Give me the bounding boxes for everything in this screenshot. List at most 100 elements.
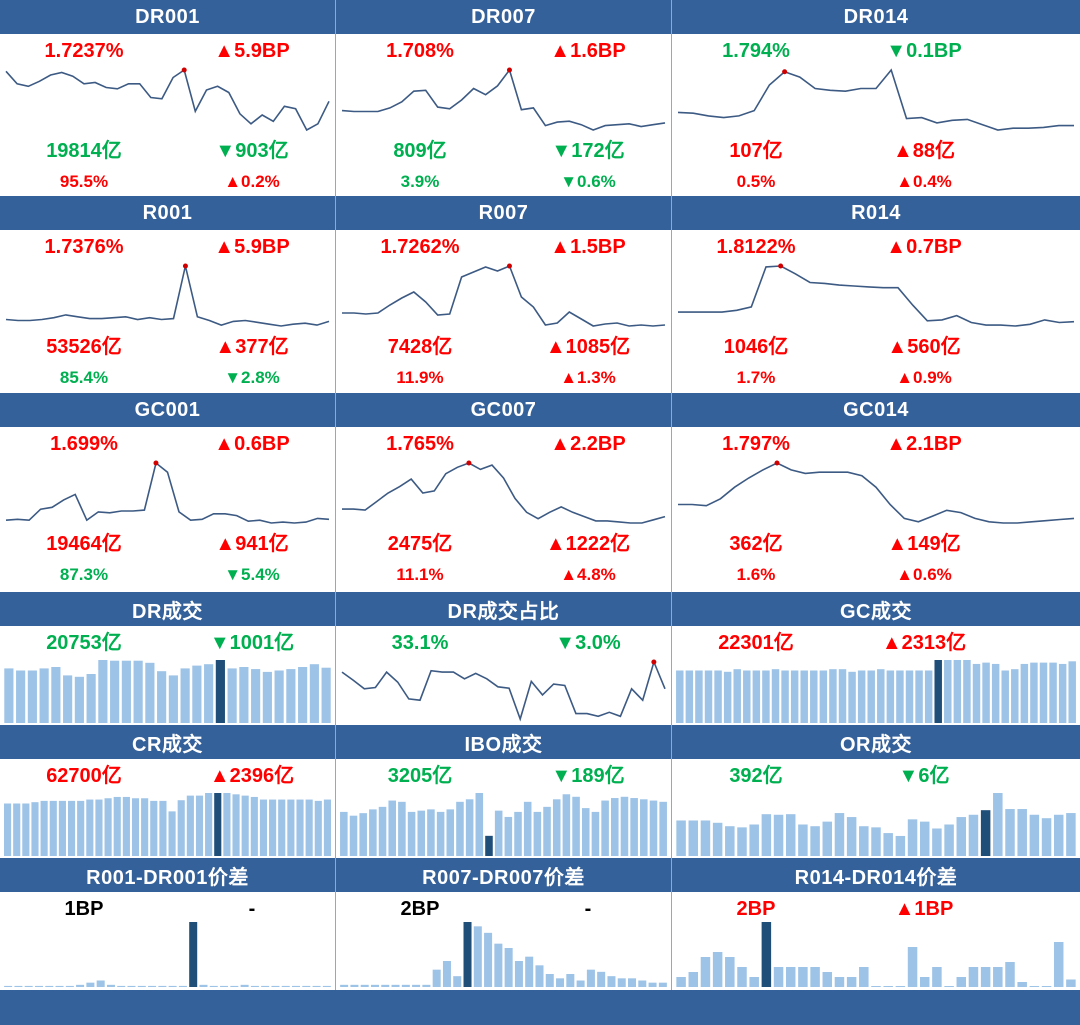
rate-value: 1.7376% [44, 236, 124, 258]
panel-dr014: DR014 1.794% ▼0.1BP 107亿 ▲88亿 0.5% ▲0.4% [672, 0, 1080, 196]
bar [648, 982, 657, 987]
peak-marker [506, 263, 512, 269]
rate-value: 1.708% [386, 40, 454, 62]
bar [117, 985, 126, 987]
bar [321, 667, 331, 723]
volume-change: ▲1222亿 [545, 533, 631, 555]
panel-title: DR成交 [0, 592, 335, 626]
bar [700, 820, 711, 856]
series-line [342, 462, 666, 524]
bar [749, 977, 759, 987]
series-line [678, 265, 1075, 327]
bar [192, 665, 202, 723]
volume-change: ▲560亿 [887, 336, 961, 358]
panel-r007-dr007价差: R007-DR007价差 2BP - [336, 858, 671, 990]
bar [271, 985, 280, 987]
bar [58, 800, 66, 856]
bar [269, 799, 277, 856]
bar [991, 663, 1000, 723]
bar [168, 675, 178, 723]
share-change: ▲4.8% [560, 565, 616, 584]
bar [607, 976, 616, 987]
rate-value: 1BP [64, 898, 104, 920]
bar [281, 985, 290, 987]
panel-dr007: DR007 1.708% ▲1.6BP 809亿 ▼172亿 3.9% ▼0.6% [336, 0, 671, 196]
volume-value: 19464亿 [46, 533, 122, 555]
bar [1011, 669, 1019, 723]
bar [857, 670, 866, 723]
share-value: 3.9% [400, 172, 440, 191]
bar [86, 674, 96, 723]
bar [781, 670, 789, 723]
peak-marker [153, 460, 159, 466]
chart [676, 793, 1076, 856]
footer-bar [0, 990, 1080, 1025]
bar [846, 817, 857, 856]
bar [1030, 662, 1038, 723]
share-change: ▼5.4% [224, 565, 280, 584]
bar [104, 798, 112, 856]
bar [1068, 661, 1076, 723]
bar [76, 984, 85, 987]
rate-value: 2BP [400, 898, 440, 920]
bar [749, 824, 759, 856]
bar [1039, 662, 1048, 723]
share-value: 0.5% [736, 172, 776, 191]
bar [34, 985, 43, 987]
bar [572, 796, 580, 856]
bar [859, 826, 869, 856]
bar [533, 811, 542, 856]
rate-value: 62700亿 [46, 765, 122, 787]
rate-change: ▲2.1BP [886, 433, 962, 455]
panel-title: GC001 [0, 393, 335, 427]
bar [412, 984, 421, 987]
bar [597, 971, 606, 987]
panel-gc007: GC007 1.765% ▲2.2BP 2475亿 ▲1222亿 11.1% ▲4.8% [336, 393, 671, 592]
share-change: ▲0.4% [896, 172, 952, 191]
chart [340, 922, 667, 987]
bar [846, 977, 857, 987]
bar [1001, 670, 1009, 723]
series-line [5, 265, 330, 327]
bar [230, 985, 239, 987]
peak-marker [466, 460, 472, 466]
rate-value: 20753亿 [46, 632, 122, 654]
rate-change: ▲0.6BP [214, 433, 290, 455]
volume-value: 19814亿 [46, 140, 122, 162]
bar [436, 811, 445, 856]
bar [4, 668, 14, 723]
share-change: ▼0.6% [560, 172, 616, 191]
bar [919, 977, 930, 987]
bar [601, 800, 609, 856]
bar [712, 822, 723, 856]
bar [262, 671, 272, 723]
bar [159, 800, 167, 856]
bar [968, 814, 979, 856]
bar [1005, 962, 1015, 987]
bar [810, 670, 818, 723]
bar [127, 985, 136, 987]
volume-value: 7428亿 [387, 336, 453, 358]
bar [475, 793, 484, 856]
bar [22, 803, 30, 856]
bar [309, 664, 319, 723]
bar [442, 961, 451, 987]
rate-change: ▼6亿 [898, 765, 950, 787]
bar [761, 814, 772, 856]
bar [131, 798, 140, 856]
bar [1020, 663, 1029, 723]
bar [133, 660, 143, 723]
bar [63, 675, 73, 723]
panel-cr成交: CR成交 62700亿 ▲2396亿 [0, 725, 335, 858]
bar [1029, 986, 1040, 987]
bar [122, 796, 130, 856]
rate-value: 1.794% [722, 40, 790, 62]
bar [712, 952, 723, 987]
bar [323, 799, 331, 856]
bar [525, 956, 534, 987]
rate-value: 1.8122% [716, 236, 796, 258]
bar [292, 985, 301, 987]
share-value: 85.4% [59, 368, 109, 387]
bar [312, 985, 321, 987]
bar [972, 663, 981, 723]
